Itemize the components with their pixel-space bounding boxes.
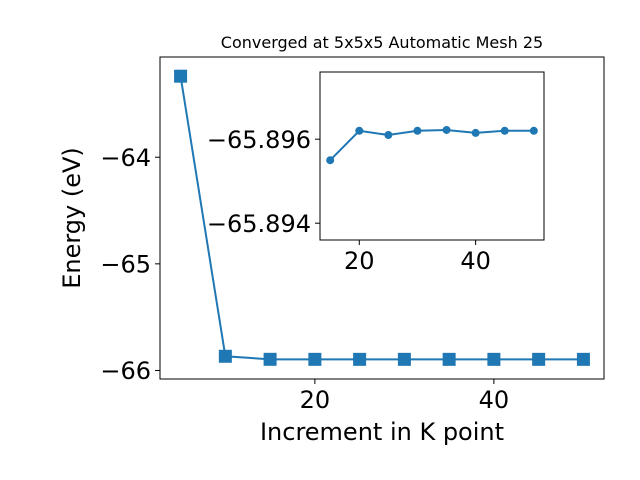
- data-point: [500, 126, 509, 135]
- data-point: [487, 352, 501, 366]
- data-point: [532, 352, 546, 366]
- y-axis-label: Energy (eV): [58, 147, 86, 289]
- x-tick-label: 20: [344, 247, 375, 275]
- data-point: [263, 352, 277, 366]
- data-point: [442, 125, 451, 134]
- x-tick-label: 20: [300, 386, 331, 414]
- data-point: [355, 126, 364, 135]
- inset-plot-frame: [319, 71, 545, 241]
- data-point: [413, 126, 422, 135]
- chart-title: Converged at 5x5x5 Automatic Mesh 25: [221, 33, 543, 52]
- data-point: [442, 352, 456, 366]
- data-point: [218, 349, 232, 363]
- y-tick-label: −66: [100, 357, 151, 385]
- data-point: [308, 352, 322, 366]
- data-point: [174, 69, 188, 83]
- series-line: [329, 128, 534, 161]
- main-plot-frame: [159, 56, 605, 380]
- main-series-group: [174, 69, 590, 366]
- data-point: [384, 131, 393, 139]
- data-point: [326, 156, 335, 165]
- y-tick-label: −65.896: [207, 126, 311, 154]
- data-point: [353, 352, 367, 366]
- series-line: [179, 76, 584, 361]
- y-tick-label: −65.894: [207, 210, 311, 238]
- x-tick-label: 40: [479, 386, 510, 414]
- y-tick-label: −65: [100, 250, 151, 278]
- data-point: [529, 126, 538, 135]
- x-axis-label: Increment in K point: [260, 418, 504, 446]
- data-point: [576, 352, 590, 366]
- main-axis-ticks: 20 40 −64 −65 −66: [100, 144, 509, 414]
- inset-plot: 20 40 −65.896 −65.894: [207, 71, 545, 275]
- inset-axis-ticks: 20 40 −65.896 −65.894: [207, 126, 491, 275]
- data-point: [471, 128, 480, 137]
- inset-series-group: [326, 125, 538, 165]
- x-tick-label: 40: [460, 247, 491, 275]
- y-tick-label: −64: [100, 144, 151, 172]
- data-point: [397, 352, 411, 366]
